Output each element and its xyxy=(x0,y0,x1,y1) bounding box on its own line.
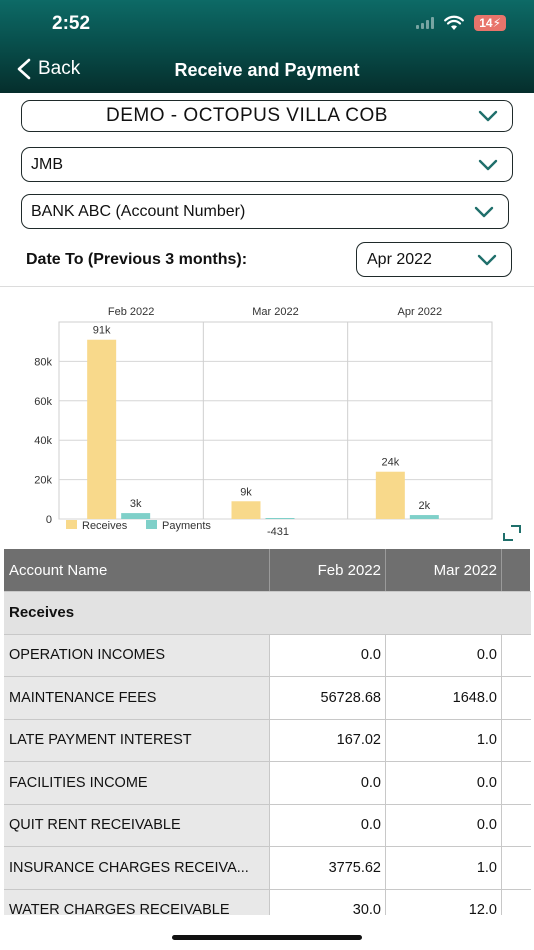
chevron-down-icon xyxy=(478,159,498,170)
table-row[interactable]: FACILITIES INCOME 0.0 0.0 xyxy=(4,762,531,805)
amount-cell: 56728.68 xyxy=(270,677,386,719)
amount-cell: 0.0 xyxy=(270,804,386,846)
header-feb: Feb 2022 xyxy=(270,549,386,591)
overflow-cell xyxy=(502,804,530,846)
bar-receives xyxy=(375,471,405,519)
property-value: DEMO - OCTOPUS VILLA COB xyxy=(106,105,388,126)
header-account-name: Account Name xyxy=(4,549,270,591)
receive-payment-chart: 0 20k 40k 60k 80k Feb 2022 Mar 2022 Apr 2022 91k… xyxy=(0,292,534,544)
overflow-cell xyxy=(502,762,530,804)
amount-cell: 12.0 xyxy=(386,889,502,915)
table-row[interactable]: QUIT RENT RECEIVABLE 0.0 0.0 xyxy=(4,804,531,847)
amount-cell: 1.0 xyxy=(386,847,502,889)
overflow-cell xyxy=(502,677,530,719)
overflow-cell xyxy=(502,847,530,889)
account-name-cell: WATER CHARGES RECEIVABLE xyxy=(4,889,270,915)
amount-cell: 0.0 xyxy=(270,762,386,804)
data-label: 24k xyxy=(381,457,399,469)
account-name-cell: FACILITIES INCOME xyxy=(4,762,270,804)
table-row[interactable]: INSURANCE CHARGES RECEIVA... 3775.62 1.0 xyxy=(4,847,531,890)
table-row[interactable]: LATE PAYMENT INTEREST 167.02 1.0 xyxy=(4,719,531,762)
back-button[interactable]: Back xyxy=(16,58,80,80)
data-label: 2k xyxy=(419,500,431,512)
x-tick-label: Mar 2022 xyxy=(252,306,298,318)
account-name-cell: INSURANCE CHARGES RECEIVA... xyxy=(4,847,270,889)
header-more xyxy=(502,549,530,591)
amount-cell: 0.0 xyxy=(270,634,386,676)
table-row[interactable]: WATER CHARGES RECEIVABLE 30.0 12.0 xyxy=(4,889,531,915)
amount-cell: 3775.62 xyxy=(270,847,386,889)
account-name-cell: QUIT RENT RECEIVABLE xyxy=(4,804,270,846)
bar-payments xyxy=(121,513,151,519)
battery-icon: 14⚡ xyxy=(474,15,506,31)
page-title: Receive and Payment xyxy=(174,60,360,80)
y-tick-label: 40k xyxy=(34,435,52,447)
bar-payments xyxy=(265,518,295,519)
home-indicator xyxy=(172,935,362,940)
y-tick-label: 0 xyxy=(46,514,52,526)
y-tick-label: 80k xyxy=(34,356,52,368)
header-mar: Mar 2022 xyxy=(386,549,502,591)
chevron-down-icon xyxy=(477,254,497,265)
chevron-left-icon xyxy=(17,58,31,80)
amount-cell: 167.02 xyxy=(270,719,386,761)
bar-payments xyxy=(409,515,439,519)
account-value: BANK ABC (Account Number) xyxy=(31,202,246,220)
month-select[interactable]: Apr 2022 xyxy=(356,242,512,277)
data-label: -431 xyxy=(267,526,289,538)
plot-frame xyxy=(58,321,493,520)
overflow-cell xyxy=(502,634,530,676)
entity-select[interactable]: JMB xyxy=(21,147,513,182)
amount-cell: 1648.0 xyxy=(386,677,502,719)
status-icons: 14⚡ xyxy=(416,15,506,31)
bar-receives xyxy=(231,501,261,519)
overflow-cell xyxy=(502,719,530,761)
expand-icon[interactable] xyxy=(502,524,522,542)
legend-label: Receives xyxy=(82,520,128,532)
amount-cell: 0.0 xyxy=(386,634,502,676)
header: 2:52 14⚡ Back Receive and Payment xyxy=(0,0,534,93)
table-row[interactable]: OPERATION INCOMES 0.0 0.0 xyxy=(4,634,531,677)
amount-cell: 0.0 xyxy=(386,804,502,846)
y-tick-label: 20k xyxy=(34,475,52,487)
account-name-cell: LATE PAYMENT INTEREST xyxy=(4,719,270,761)
amount-cell: 30.0 xyxy=(270,889,386,915)
date-label: Date To (Previous 3 months): xyxy=(26,251,248,268)
wifi-icon xyxy=(444,15,465,30)
battery-level: 14 xyxy=(479,16,493,30)
overflow-cell xyxy=(502,889,530,915)
section-receives: Receives xyxy=(4,592,531,635)
chevron-down-icon xyxy=(474,206,494,217)
account-name-cell: MAINTENANCE FEES xyxy=(4,677,270,719)
legend-label: Payments xyxy=(162,520,211,532)
divider xyxy=(0,286,534,287)
back-label: Back xyxy=(38,58,81,79)
signal-icon xyxy=(416,17,435,29)
account-select[interactable]: BANK ABC (Account Number) xyxy=(21,194,509,229)
entity-value: JMB xyxy=(31,155,63,173)
amount-cell: 0.0 xyxy=(386,762,502,804)
table-row[interactable]: MAINTENANCE FEES 56728.68 1648.0 xyxy=(4,677,531,720)
bar-receives xyxy=(87,339,117,519)
chevron-down-icon xyxy=(478,110,498,122)
property-select[interactable]: DEMO - OCTOPUS VILLA COB xyxy=(21,100,513,132)
legend-swatch xyxy=(146,520,157,529)
x-tick-label: Feb 2022 xyxy=(108,306,154,318)
chart-svg: 0 20k 40k 60k 80k Feb 2022 Mar 2022 Apr 2022 91k… xyxy=(34,306,493,538)
legend-swatch xyxy=(66,520,77,529)
data-label: 91k xyxy=(93,325,111,337)
table-body: OPERATION INCOMES 0.0 0.0 MAINTENANCE FEES 5… xyxy=(4,634,531,915)
account-name-cell: OPERATION INCOMES xyxy=(4,634,270,676)
data-label: 3k xyxy=(130,498,142,510)
status-time: 2:52 xyxy=(52,13,91,34)
data-label: 9k xyxy=(240,486,252,498)
y-tick-label: 60k xyxy=(34,396,52,408)
amount-cell: 1.0 xyxy=(386,719,502,761)
x-tick-label: Apr 2022 xyxy=(398,306,443,318)
month-value: Apr 2022 xyxy=(367,250,432,268)
accounts-table: Account Name Feb 2022 Mar 2022 Receives … xyxy=(4,549,531,915)
table-header: Account Name Feb 2022 Mar 2022 xyxy=(4,549,531,592)
